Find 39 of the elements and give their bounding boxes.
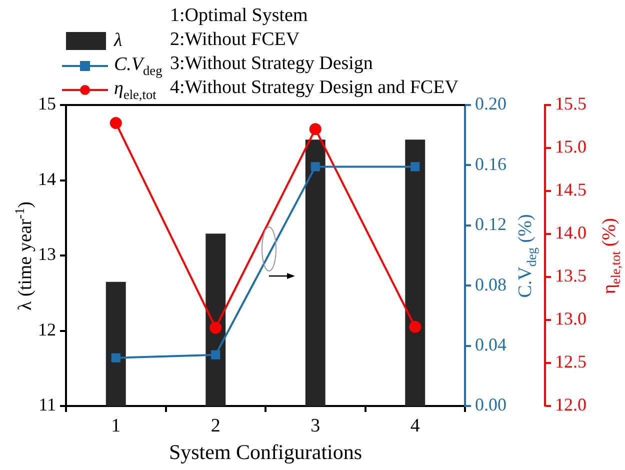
text: 1:Optimal System [170,5,308,26]
y-tick-label: 15 [38,94,56,114]
y2-tick-label: 0.08 [475,274,506,294]
legend-label: λ [114,30,122,52]
y-tick-label: 14 [38,168,56,189]
point [310,162,320,172]
y-tick-label: 12 [38,319,56,340]
point [409,320,422,333]
y3-tick-label: 12.5 [555,352,586,372]
x-tick-label: 1 [111,415,121,436]
x-tick-label: 2 [210,415,220,436]
y-tick-label: 13 [38,244,56,264]
x-tick-label: 4 [410,415,420,436]
y3-tick-label: 12.0 [555,394,586,415]
y3-tick-label: 13.0 [555,308,586,329]
y-tick-label: 11 [38,394,56,415]
y2-tick-label: 0.12 [475,214,506,234]
point [309,123,322,136]
legend-label: C.V$_{deg}$ [114,54,162,79]
x-tick-label: 3 [310,415,320,436]
y2-tick-label: 0.00 [475,394,506,415]
point [110,117,122,130]
point [211,350,220,360]
point [410,162,420,172]
y3-tick-label: 15.0 [555,136,586,157]
point [210,322,222,334]
y2-tick-label: 0.16 [475,154,506,174]
y3-tick-label: 15.5 [555,94,586,114]
point [111,353,120,362]
y2-tick-label: 0.20 [475,94,506,114]
text: 3:Without Strategy Design [170,53,373,74]
y3-tick-label: 13.5 [555,266,586,286]
x-axis-title: System Configurations [168,440,362,464]
text: 4:Without Strategy Design and FCEV [170,77,458,98]
y3-tick-label: 14.5 [555,180,586,200]
text: 2:Without FCEV [170,29,300,50]
legend-label: η$_{ele,tot}$ [114,78,156,103]
y2-tick-label: 0.04 [475,334,506,355]
y3-tick-label: 14.0 [555,222,586,243]
